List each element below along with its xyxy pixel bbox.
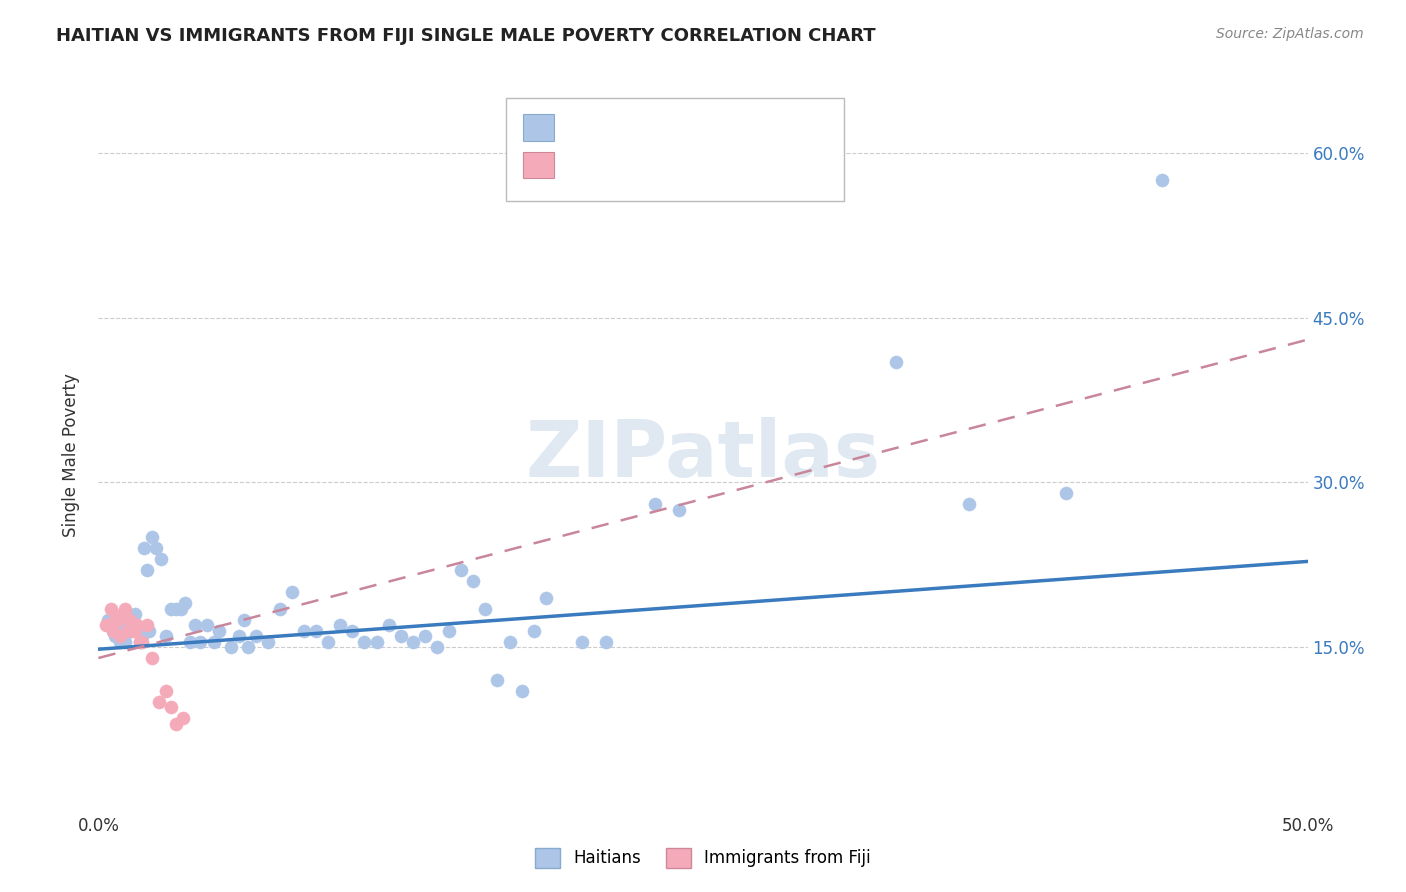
Point <box>94 618 117 632</box>
Point <box>195 618 218 632</box>
Point <box>1152 173 1174 187</box>
Point <box>101 624 124 638</box>
Point <box>100 601 122 615</box>
Point <box>108 634 131 648</box>
Point <box>117 607 139 621</box>
Point <box>121 618 143 632</box>
Point <box>510 684 533 698</box>
Point <box>128 634 150 648</box>
Point <box>111 607 134 621</box>
Point <box>571 634 593 648</box>
Point <box>437 624 460 638</box>
Text: HAITIAN VS IMMIGRANTS FROM FIJI SINGLE MALE POVERTY CORRELATION CHART: HAITIAN VS IMMIGRANTS FROM FIJI SINGLE M… <box>56 27 876 45</box>
Point <box>292 624 315 638</box>
Point <box>377 618 399 632</box>
Point <box>353 634 375 648</box>
Text: ZIPatlas: ZIPatlas <box>526 417 880 493</box>
Point <box>134 541 156 556</box>
Point <box>245 629 267 643</box>
Point <box>145 541 167 556</box>
Point <box>595 634 617 648</box>
Point <box>886 354 908 368</box>
Point <box>342 624 364 638</box>
Point <box>117 624 139 638</box>
Point <box>1054 486 1077 500</box>
Point <box>305 624 328 638</box>
Point <box>184 618 207 632</box>
Point <box>165 717 187 731</box>
Point <box>118 624 141 638</box>
Point <box>474 601 496 615</box>
Point <box>135 563 157 577</box>
Point <box>204 634 226 648</box>
Point <box>150 552 173 566</box>
Point <box>366 634 388 648</box>
Legend: Haitians, Immigrants from Fiji: Haitians, Immigrants from Fiji <box>529 841 877 875</box>
Point <box>172 711 194 725</box>
Point <box>104 629 127 643</box>
Point <box>114 634 136 648</box>
Point <box>463 574 485 589</box>
Point <box>426 640 449 654</box>
Point <box>486 673 509 687</box>
Point <box>108 629 131 643</box>
Point <box>114 601 136 615</box>
Point <box>450 563 472 577</box>
Text: N = 68: N = 68 <box>724 119 782 136</box>
Point <box>148 695 170 709</box>
Point <box>188 634 211 648</box>
Point <box>389 629 412 643</box>
Point <box>269 601 291 615</box>
Point <box>124 624 146 638</box>
Point <box>232 613 254 627</box>
Point <box>141 530 163 544</box>
Point <box>111 613 134 627</box>
Point <box>281 585 304 599</box>
Point <box>523 624 546 638</box>
Point <box>668 503 690 517</box>
Point <box>228 629 250 643</box>
Point <box>97 613 120 627</box>
Text: R = 0.198: R = 0.198 <box>574 119 657 136</box>
Point <box>131 629 153 643</box>
Text: Source: ZipAtlas.com: Source: ZipAtlas.com <box>1216 27 1364 41</box>
Point <box>155 684 177 698</box>
Point <box>101 624 124 638</box>
Point <box>644 497 666 511</box>
Y-axis label: Single Male Poverty: Single Male Poverty <box>62 373 80 537</box>
Point <box>179 634 201 648</box>
Point <box>141 651 163 665</box>
Point <box>131 634 153 648</box>
Point <box>329 618 352 632</box>
Point <box>534 591 557 605</box>
Point <box>174 596 197 610</box>
Point <box>121 624 143 638</box>
Point <box>107 613 129 627</box>
Point <box>413 629 436 643</box>
Point <box>104 613 127 627</box>
Point <box>498 634 520 648</box>
Text: N = 22: N = 22 <box>724 156 782 174</box>
Point <box>128 634 150 648</box>
Point <box>127 618 149 632</box>
Point <box>169 601 191 615</box>
Point <box>957 497 980 511</box>
Point <box>316 634 339 648</box>
Point <box>124 607 146 621</box>
Point <box>165 601 187 615</box>
Point <box>127 624 149 638</box>
Point <box>402 634 425 648</box>
Point <box>238 640 260 654</box>
Point <box>256 634 278 648</box>
Point <box>107 618 129 632</box>
Text: R = 0.236: R = 0.236 <box>574 156 657 174</box>
Point <box>138 624 160 638</box>
Point <box>135 618 157 632</box>
Point <box>221 640 243 654</box>
Point <box>208 624 231 638</box>
Point <box>118 613 141 627</box>
Point <box>155 629 177 643</box>
Point <box>160 700 183 714</box>
Point <box>160 601 183 615</box>
